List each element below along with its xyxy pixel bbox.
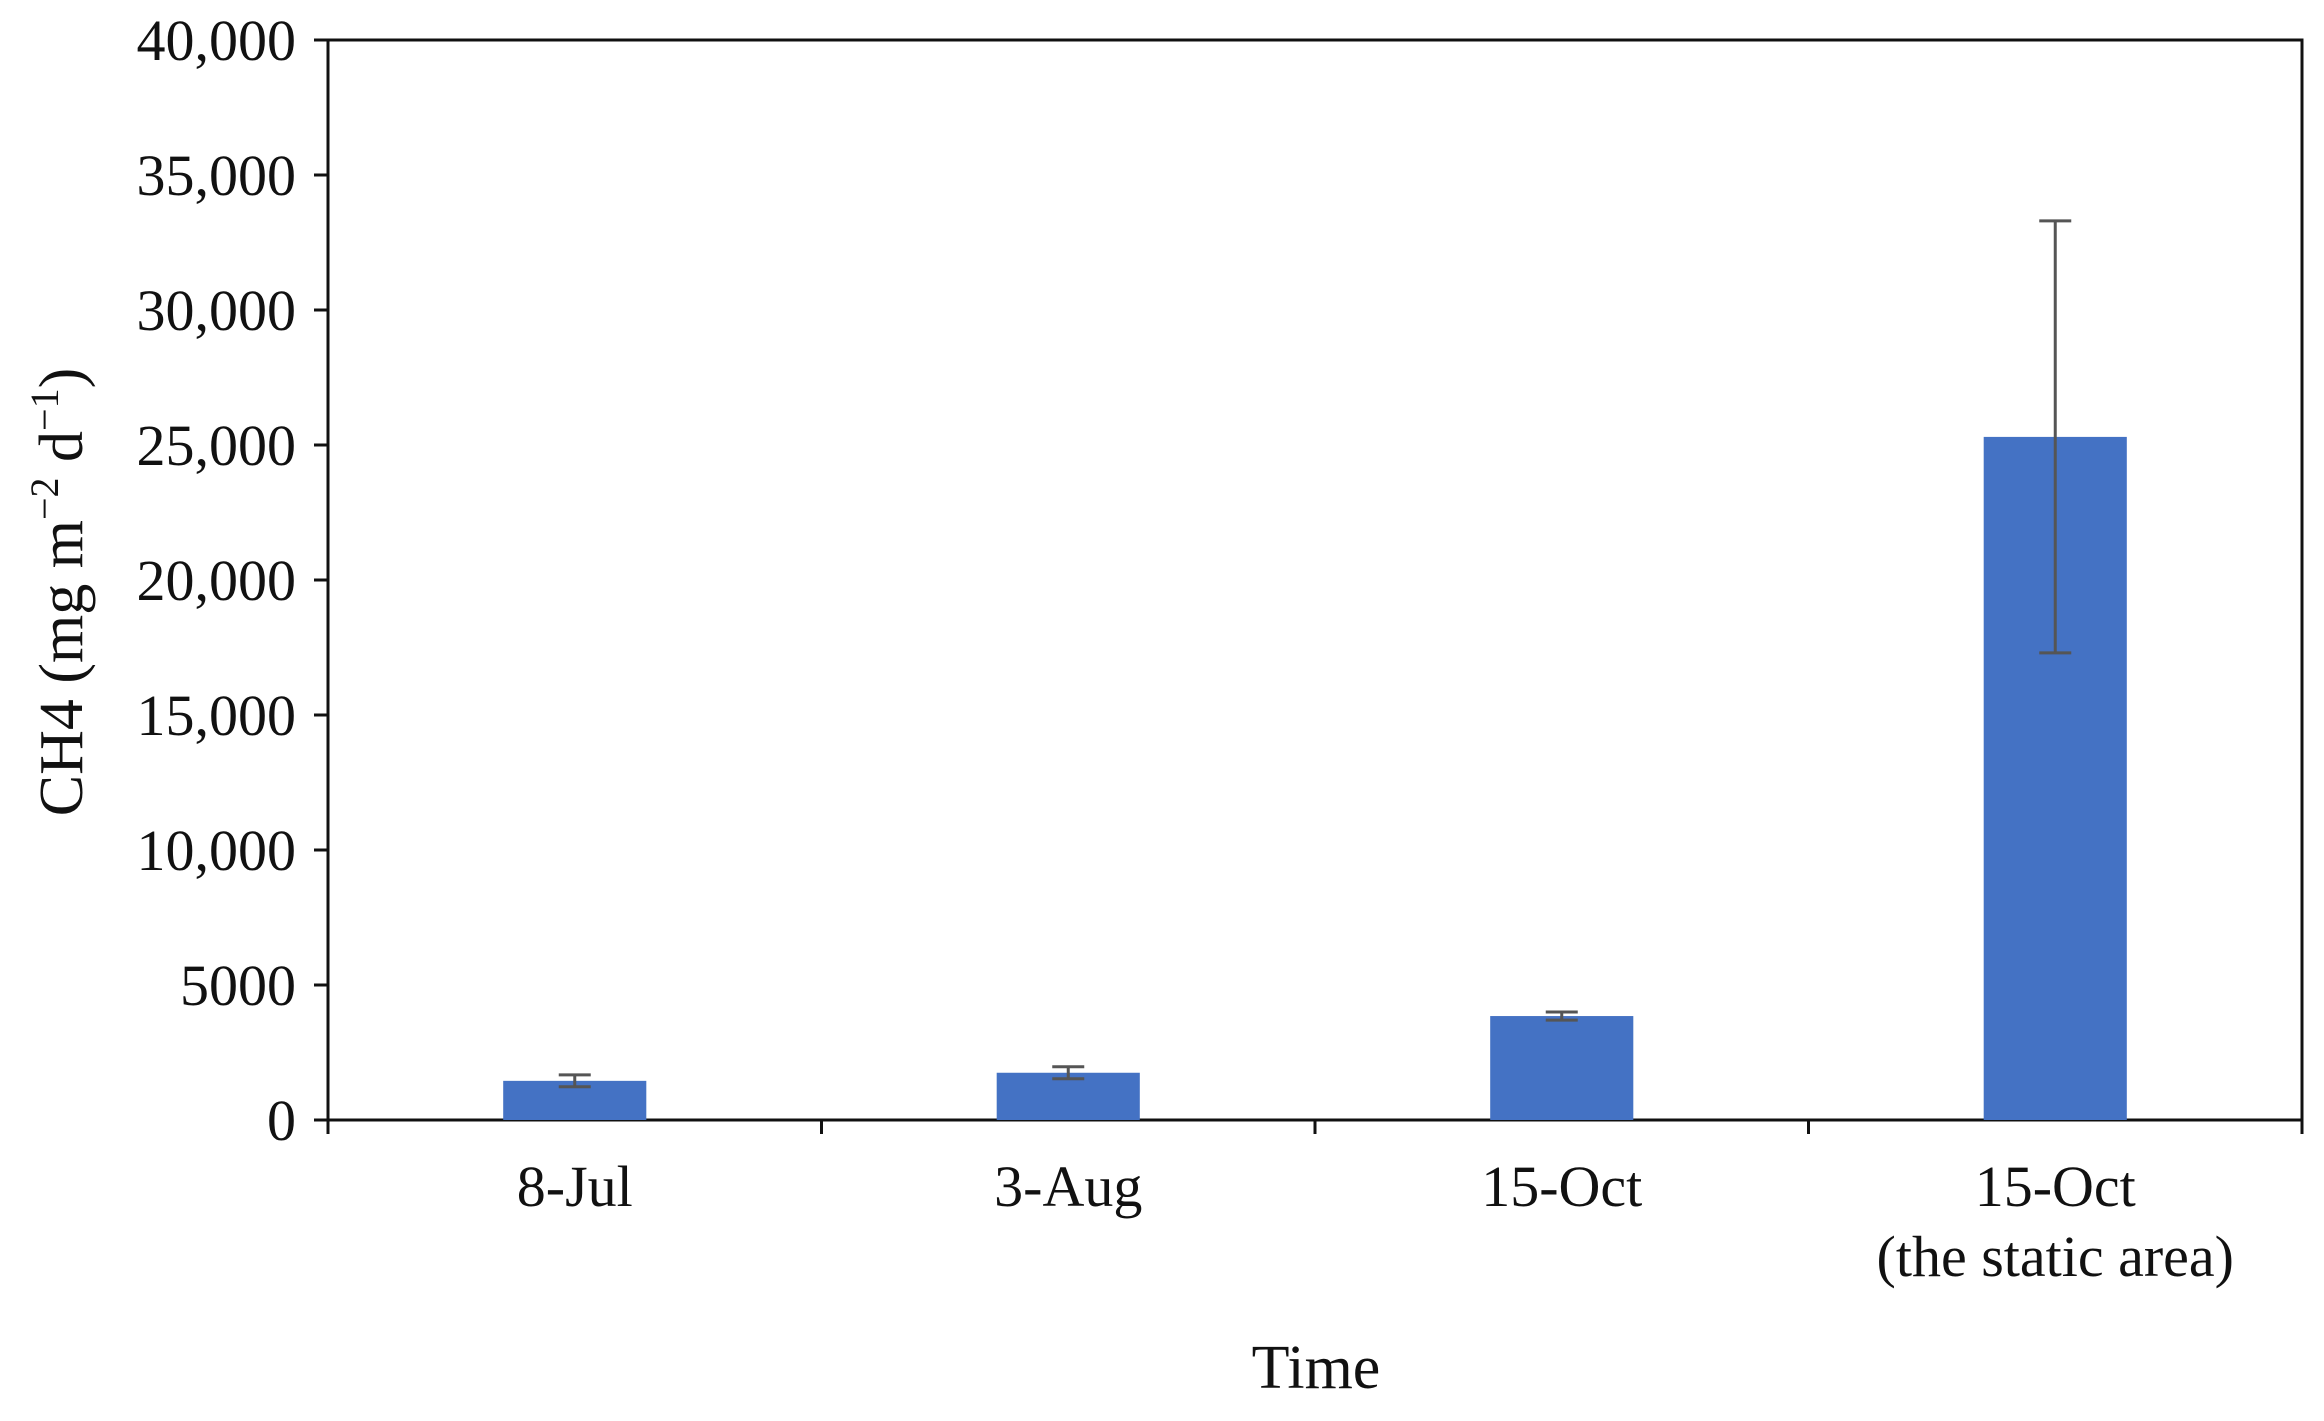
x-tick-label: 15-Oct (the static area) [1877,1154,2234,1289]
x-axis-title: Time [1252,1334,1381,1402]
y-axis-title: CH4 (mg m−2 d−1) [22,368,96,817]
y-tick-label: 10,000 [137,818,297,883]
x-tick-label: 8-Jul [517,1154,633,1219]
y-tick-label: 30,000 [137,278,297,343]
y-tick-label: 20,000 [137,548,297,613]
y-tick-label: 5000 [180,953,296,1018]
y-axis-title-main: CH4 (mg m [28,520,96,816]
y-tick-label: 0 [267,1088,296,1153]
bars [503,436,2127,1120]
y-tick-label: 35,000 [137,143,297,208]
y-axis-title-sup2: −1 [22,388,67,431]
bar [1490,1016,1634,1120]
y-axis: 0 5000 10,000 15,000 20,000 25,000 30,000 35,00… [137,8,328,1153]
y-tick-label: 25,000 [137,413,297,478]
y-axis-title-mid: d [28,431,96,478]
y-tick-label: 15,000 [137,683,297,748]
x-tick-label: 15-Oct [1481,1154,1642,1219]
y-axis-title-sup1: −2 [22,477,67,520]
bar [996,1072,1140,1120]
error-bars [558,219,2072,1089]
y-tick-label: 40,000 [137,8,297,73]
x-axis: 8-Jul 3-Aug 15-Oct 15-Oct (the static area) [326,1120,2304,1289]
y-axis-title-end: ) [28,368,96,389]
x-tick-label: 3-Aug [994,1154,1142,1219]
